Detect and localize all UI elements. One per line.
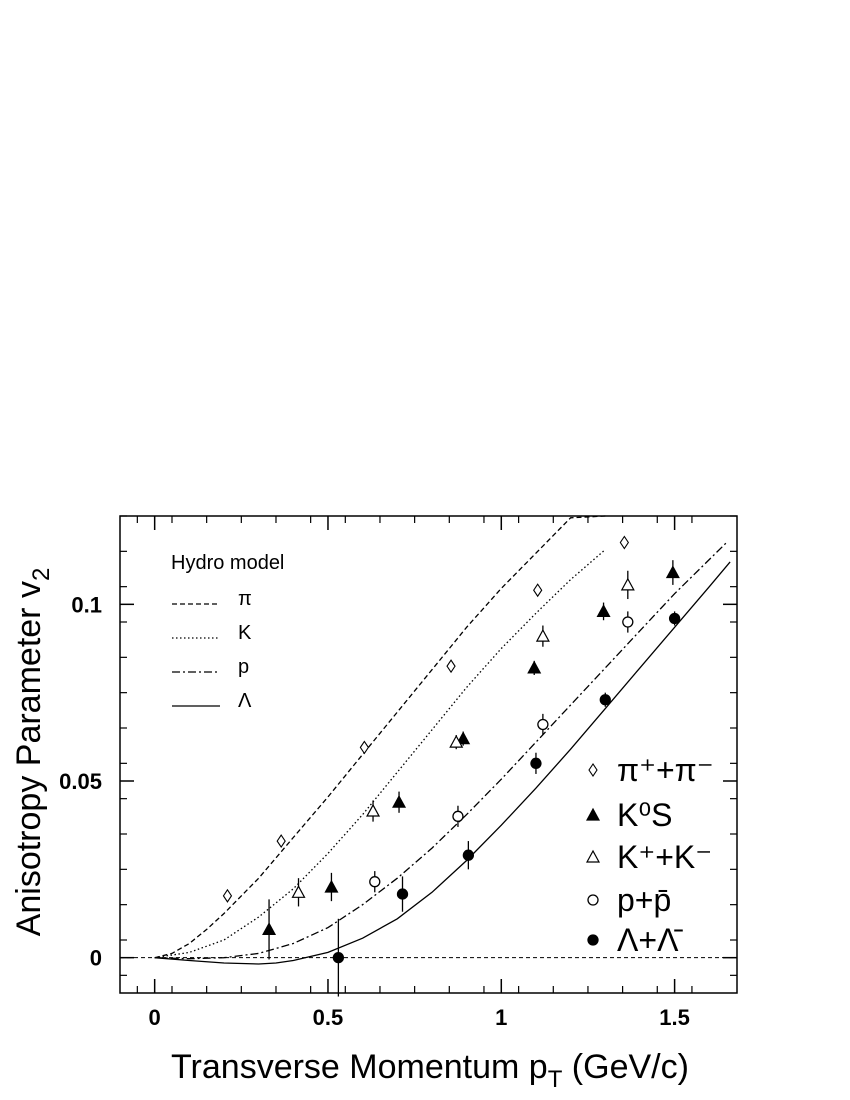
x-axis-title: Transverse Momentum pT (GeV/c) bbox=[171, 1048, 689, 1093]
data-points bbox=[222, 535, 681, 997]
data-legend-label: Λ+Λ̄ bbox=[617, 922, 683, 958]
data-point bbox=[527, 660, 542, 674]
model-curve-solid bbox=[154, 561, 731, 965]
data-point bbox=[462, 849, 475, 861]
model-curve-dashed bbox=[154, 515, 606, 959]
data-point bbox=[276, 834, 286, 849]
data-point bbox=[359, 740, 370, 755]
data-point bbox=[619, 535, 630, 550]
data-point bbox=[332, 952, 345, 964]
data-point bbox=[622, 616, 634, 628]
data-point bbox=[291, 885, 306, 898]
x-tick-label: 1.5 bbox=[659, 1005, 690, 1030]
data-point bbox=[665, 565, 680, 579]
model-legend-label: K bbox=[238, 622, 252, 644]
data-point bbox=[535, 628, 550, 642]
data-point bbox=[456, 731, 471, 745]
model-legend-title: Hydro model bbox=[171, 552, 284, 574]
y-tick-label: 0.1 bbox=[71, 592, 102, 617]
x-tick-label: 0.5 bbox=[313, 1005, 344, 1030]
data-legend-marker bbox=[585, 807, 601, 821]
model-legend-label: Λ bbox=[238, 690, 252, 712]
model-curve-dashdot bbox=[154, 542, 728, 960]
model-curve-dotted bbox=[154, 549, 606, 959]
data-legend-label: p+p̄ bbox=[617, 882, 671, 918]
x-tick-label: 1 bbox=[495, 1005, 507, 1030]
y-axis-title: Anisotropy Parameter v2 bbox=[10, 568, 55, 937]
model-legend-label: π bbox=[238, 588, 252, 610]
data-legend-marker bbox=[587, 894, 599, 906]
data-point bbox=[668, 612, 681, 625]
plot-frame bbox=[119, 515, 738, 994]
data-point bbox=[396, 888, 409, 900]
data-legend-marker bbox=[588, 763, 598, 777]
data-point bbox=[533, 583, 543, 598]
data-point bbox=[366, 803, 381, 817]
data-point bbox=[392, 794, 407, 808]
data-point bbox=[596, 604, 611, 618]
data-point bbox=[449, 734, 464, 748]
model-curves bbox=[154, 515, 731, 965]
data-legend-marker bbox=[585, 849, 601, 863]
data-point bbox=[446, 659, 456, 674]
data-legend-label: π⁺+π⁻ bbox=[617, 752, 714, 788]
data-point bbox=[452, 810, 464, 822]
data-point bbox=[222, 888, 233, 903]
data-point bbox=[324, 879, 339, 893]
y-tick-label: 0.05 bbox=[59, 769, 102, 794]
data-legend-label: K⁰S bbox=[617, 797, 673, 833]
data-legend-label: K⁺+K⁻ bbox=[617, 839, 712, 875]
data-point bbox=[620, 577, 635, 591]
data-legend-marker bbox=[587, 934, 599, 946]
data-point bbox=[599, 694, 611, 706]
model-legend-label: p bbox=[238, 656, 249, 678]
data-point bbox=[369, 876, 381, 888]
data-point bbox=[537, 718, 549, 731]
data-point bbox=[262, 922, 277, 936]
axes: 0 0.5 1 1.5 0 0.05 0.1 bbox=[59, 515, 737, 1030]
y-tick-label: 0 bbox=[90, 946, 102, 971]
x-tick-label: 0 bbox=[149, 1005, 161, 1030]
data-point bbox=[530, 757, 542, 769]
